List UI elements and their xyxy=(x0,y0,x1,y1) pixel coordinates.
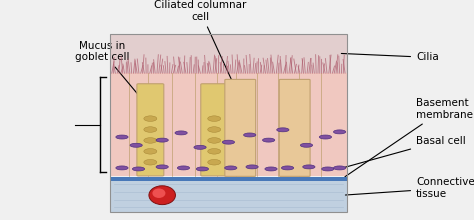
Ellipse shape xyxy=(149,186,175,205)
Ellipse shape xyxy=(116,135,128,139)
Ellipse shape xyxy=(334,130,346,134)
Ellipse shape xyxy=(246,165,258,169)
Ellipse shape xyxy=(334,166,346,170)
Text: Ciliated columnar
cell: Ciliated columnar cell xyxy=(154,0,246,95)
Ellipse shape xyxy=(208,138,221,143)
Ellipse shape xyxy=(319,135,331,139)
Ellipse shape xyxy=(130,143,142,147)
FancyBboxPatch shape xyxy=(279,79,310,176)
Ellipse shape xyxy=(116,166,128,170)
Ellipse shape xyxy=(303,165,315,169)
Ellipse shape xyxy=(277,128,289,132)
Ellipse shape xyxy=(144,138,157,143)
Bar xyxy=(110,73,346,176)
Text: Basement
membrane: Basement membrane xyxy=(345,98,473,177)
Ellipse shape xyxy=(208,116,221,121)
Ellipse shape xyxy=(153,189,165,198)
Ellipse shape xyxy=(194,145,206,149)
Ellipse shape xyxy=(282,166,294,170)
Ellipse shape xyxy=(132,167,145,171)
Ellipse shape xyxy=(144,160,157,165)
Ellipse shape xyxy=(208,127,221,132)
Text: Basal cell: Basal cell xyxy=(346,136,466,167)
Ellipse shape xyxy=(265,167,277,171)
Bar xyxy=(110,33,346,73)
Ellipse shape xyxy=(208,148,221,154)
Ellipse shape xyxy=(322,167,334,171)
Ellipse shape xyxy=(175,131,187,135)
Ellipse shape xyxy=(156,138,168,142)
Bar xyxy=(110,178,346,212)
Ellipse shape xyxy=(156,165,168,169)
Ellipse shape xyxy=(208,160,221,165)
Text: Connective
tissue: Connective tissue xyxy=(346,178,474,199)
Ellipse shape xyxy=(144,127,157,132)
FancyBboxPatch shape xyxy=(137,84,164,176)
Ellipse shape xyxy=(301,143,313,147)
Text: Mucus in
goblet cell: Mucus in goblet cell xyxy=(75,40,148,106)
Text: Cilia: Cilia xyxy=(341,52,439,62)
Bar xyxy=(110,177,346,181)
FancyBboxPatch shape xyxy=(201,84,228,176)
Ellipse shape xyxy=(144,116,157,121)
Ellipse shape xyxy=(222,140,235,144)
Bar xyxy=(110,33,346,212)
Ellipse shape xyxy=(244,133,256,137)
Ellipse shape xyxy=(263,138,275,142)
Ellipse shape xyxy=(225,166,237,170)
Ellipse shape xyxy=(177,166,190,170)
FancyBboxPatch shape xyxy=(225,79,255,176)
Ellipse shape xyxy=(144,148,157,154)
Ellipse shape xyxy=(196,167,209,171)
